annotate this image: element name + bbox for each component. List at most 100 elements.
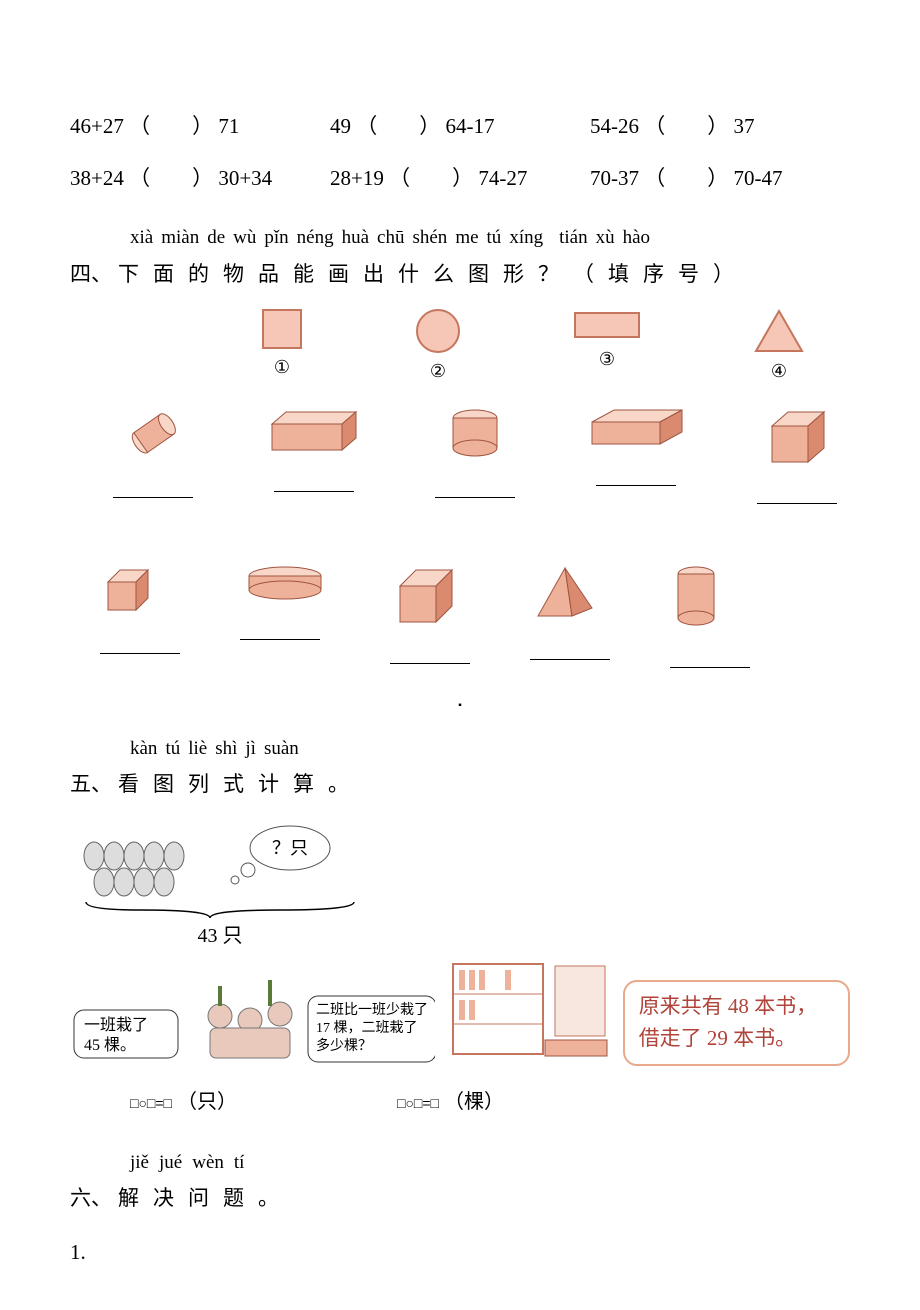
c2l2: 17 棵，二班栽了 [316,1020,418,1036]
unknown-label: ？只 [272,838,308,858]
eq: 49 （ ） 64-17 [330,110,590,144]
section5-pinyin: kàntúlièshìjìsuàn [130,734,850,764]
shape-circle: ② [414,307,462,386]
section5-label: 五、 [70,768,112,802]
rhs: 30+34 [218,166,272,190]
section5-heading: 五、 看图列式计算。 [70,768,850,802]
cuboid-flat-icon [586,406,686,450]
solids-row-2 [100,564,850,668]
book-line2: 借走了 29 本书。 [639,1023,834,1055]
answer-blank[interactable] [390,646,470,664]
paren-blank[interactable]: （ ） [129,114,213,138]
tilted-cylinder-icon [118,406,188,462]
eq-template-1[interactable]: □○□=□ （只） [130,1086,237,1118]
bunny-illustration: ？只 [70,812,370,922]
section6-heading: 六、 解决问题。 [70,1182,850,1216]
pyramid-icon [530,564,600,624]
tree-problem-illustration: 一班栽了 45 棵。 二班比一班少栽了 17 棵，二班栽了 多少棵？ [70,956,435,1066]
shape-square: ① [260,307,304,386]
paren-blank[interactable]: （ ） [129,166,213,190]
rhs: 64-17 [446,114,495,138]
small-cube-icon [100,564,158,618]
eq: 38+24 （ ） 30+34 [70,162,330,196]
circle-icon [414,307,462,355]
section6-label: 六、 [70,1182,112,1216]
eq: 46+27 （ ） 71 [70,110,330,144]
lhs: 70-37 [590,166,639,190]
comparison-row-1: 46+27 （ ） 71 49 （ ） 64-17 54-26 （ ） 37 [70,110,850,144]
book-line1: 原来共有 48 本书， [639,991,834,1023]
rhs: 74-27 [478,166,527,190]
rhs: 37 [734,114,755,138]
lhs: 46+27 [70,114,124,138]
item-1-label: 1. [70,1236,850,1270]
answer-blank[interactable] [100,636,180,654]
class1-text: 一班栽了 [84,1016,148,1034]
ref-label-1: ① [274,353,290,382]
rectangle-icon [572,307,642,343]
solid-flat-cylinder [240,564,330,668]
rhs: 70-47 [734,166,783,190]
bookshelf-illustration [445,956,613,1066]
answer-blank[interactable] [435,480,515,498]
cube2-icon [390,564,462,628]
ref-label-4: ④ [771,357,787,386]
c2l1: 二班比一班少栽了 [316,1002,428,1018]
paren-blank[interactable]: （ ） [356,114,440,138]
solids-row-1 [100,406,850,504]
ref-label-3: ③ [599,345,615,374]
center-dot: ▪ [70,698,850,714]
solid-cube-2 [390,564,470,668]
section4-heading: 四、 下面的物品能画出什么图形？（填序号） [70,258,850,292]
cube-icon [762,406,832,468]
solid-cuboid-flat [583,406,689,504]
paren-blank[interactable]: （ ） [644,166,728,190]
eq: 28+19 （ ） 74-27 [330,162,590,196]
paren-blank[interactable]: （ ） [644,114,728,138]
answer-blank[interactable] [757,486,837,504]
answer-blank[interactable] [113,480,193,498]
eq: 54-26 （ ） 37 [590,110,820,144]
answer-blank[interactable] [240,622,320,640]
answer-blank[interactable] [670,650,750,668]
section5-row2: 一班栽了 45 棵。 二班比一班少栽了 17 棵，二班栽了 多少棵？ 原来共有 … [70,956,850,1066]
solid-cylinder [422,406,528,504]
square-icon [260,307,304,351]
bunny-problem: ？只 43 只 [70,812,370,952]
eq: 70-37 （ ） 70-47 [590,162,820,196]
triangle-icon [752,307,806,355]
c2l3: 多少棵？ [316,1037,372,1054]
flat-cylinder-icon [240,564,330,604]
tall-cylinder-icon [670,564,722,632]
answer-blank[interactable] [530,642,610,660]
rhs: 71 [218,114,239,138]
lhs: 54-26 [590,114,639,138]
shape-triangle: ④ [752,307,806,386]
cuboid-icon [264,406,364,456]
answer-blank[interactable] [274,474,354,492]
shape-rectangle: ③ [572,307,642,386]
solid-small-cube [100,564,180,668]
cylinder-icon [443,406,507,462]
section6-pinyin: jiějuéwèntí [130,1148,850,1178]
lhs: 28+19 [330,166,384,190]
ref-label-2: ② [430,357,446,386]
eq-template-2[interactable]: □○□=□ （棵） [397,1086,504,1118]
section4-pinyin: xiàmiàndewùpǐnnénghuàchūshénmetúxíngtián… [130,223,850,253]
book-info-panel: 原来共有 48 本书， 借走了 29 本书。 [623,980,850,1066]
section4-label: 四、 [70,258,112,292]
lhs: 49 [330,114,351,138]
solid-cylinder-tilted [100,406,206,504]
bunny-total: 43 只 [70,920,370,952]
answer-blank[interactable] [596,468,676,486]
lhs: 38+24 [70,166,124,190]
solid-cube [744,406,850,504]
solid-cuboid-long [261,406,367,504]
solid-pyramid [530,564,610,668]
class1-qty: 45 棵。 [84,1036,136,1054]
equation-templates: □○□=□ （只） □○□=□ （棵） [130,1086,850,1118]
section5-images: ？只 43 只 [70,812,850,952]
reference-shapes: ① ② ③ ④ [260,307,850,386]
paren-blank[interactable]: （ ） [389,166,473,190]
comparison-row-2: 38+24 （ ） 30+34 28+19 （ ） 74-27 70-37 （ … [70,162,850,196]
